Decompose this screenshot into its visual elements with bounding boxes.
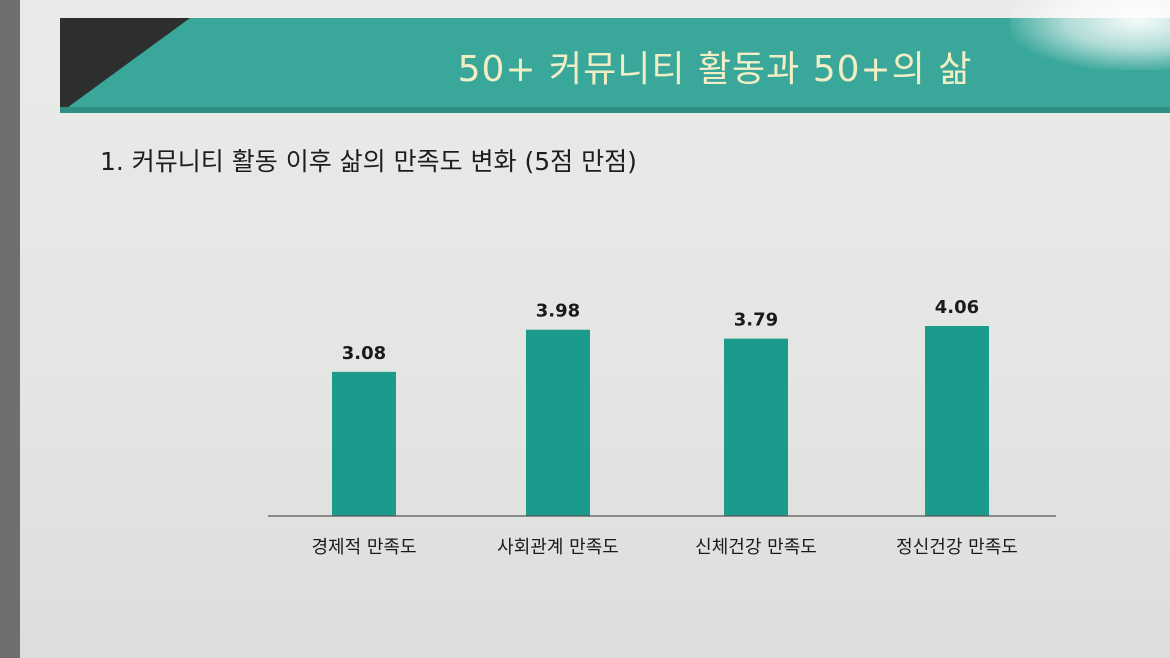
section-title: 1. 커뮤니티 활동 이후 삶의 만족도 변화 (5점 만점) [100,147,637,176]
data-label-2: 3.98 [536,301,580,322]
category-label-3: 신체건강 만족도 [695,537,817,558]
slide-header: 50+ 커뮤니티 활동과 50+의 삶 [60,18,1170,113]
bar-3 [724,338,788,516]
data-label-3: 3.79 [734,310,778,331]
bars-layer [332,325,989,516]
category-label-2: 사회관계 만족도 [497,537,619,558]
header-dark-accent [60,18,190,113]
bar-1 [332,371,396,516]
bar-2 [526,329,590,516]
labels-layer: 3.08 경제적 만족도 3.98 사회관계 만족도 3.79 신체건강 만족도 4.06 정… [311,297,1017,558]
bar-4 [925,325,989,516]
data-label-4: 4.06 [935,297,979,318]
data-label-1: 3.08 [342,343,386,364]
slide-title: 50+ 커뮤니티 활동과 50+의 삶 [457,48,973,90]
header-band [60,107,1170,113]
category-label-4: 정신건강 만족도 [896,537,1018,558]
category-label-1: 경제적 만족도 [311,537,416,558]
